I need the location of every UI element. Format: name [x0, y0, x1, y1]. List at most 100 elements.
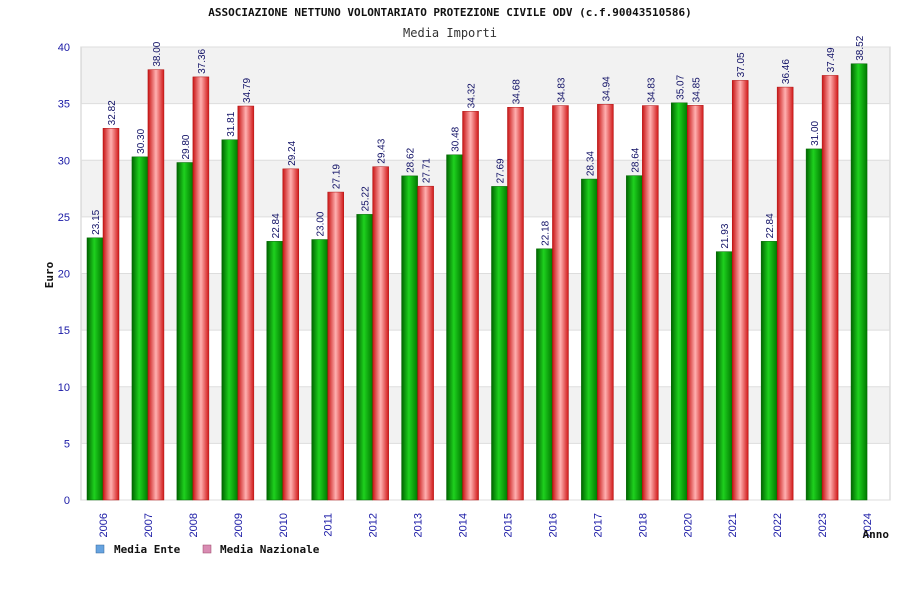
value-label-media-ente: 28.62 [406, 147, 417, 172]
plot-band [81, 330, 890, 387]
value-label-media-ente: 31.00 [810, 120, 821, 145]
value-label-media-nazionale: 34.32 [467, 83, 478, 108]
value-labels: 23.15 32.82 30.30 38.00 29.80 37.36 31.81 34.79… [91, 35, 866, 248]
plot-band [81, 386, 890, 444]
value-label-media-nazionale: 29.43 [377, 138, 388, 163]
value-label-media-ente: 28.34 [585, 151, 596, 176]
x-tick-label: 2009 [233, 513, 245, 537]
x-tick-label: 2021 [727, 513, 739, 537]
value-label-media-nazionale: 37.49 [826, 47, 837, 72]
y-tick-label: 30 [58, 155, 70, 167]
bar-media-nazionale [552, 105, 569, 501]
value-label-media-nazionale: 37.05 [736, 52, 747, 77]
y-tick-label: 25 [58, 212, 70, 224]
y-tick-label: 40 [58, 42, 70, 54]
bar-media-ente [86, 237, 104, 501]
bar-media-ente [356, 214, 373, 501]
bar-media-ente [626, 175, 643, 501]
value-label-media-nazionale: 36.46 [781, 59, 792, 84]
bar-media-nazionale [821, 75, 839, 501]
value-label-media-ente: 38.52 [855, 35, 866, 60]
x-tick-label: 2007 [143, 513, 155, 537]
value-label-media-ente: 27.69 [496, 158, 507, 183]
y-tick-label: 15 [58, 325, 70, 337]
bar-media-nazionale [597, 104, 614, 501]
bar-media-nazionale [507, 106, 524, 501]
value-label-media-ente: 22.84 [765, 213, 776, 238]
value-label-media-nazionale: 34.94 [601, 76, 612, 101]
value-label-media-ente: 29.80 [181, 134, 192, 159]
value-label-media-nazionale: 34.85 [691, 77, 702, 102]
grid-lines [81, 46, 890, 501]
x-tick-label: 2022 [772, 513, 784, 537]
bar-media-ente [131, 156, 149, 501]
value-label-media-nazionale: 34.83 [556, 77, 567, 102]
value-label-media-nazionale: 38.00 [152, 41, 163, 66]
bar-media-ente [536, 248, 553, 501]
value-label-media-ente: 35.07 [675, 74, 686, 99]
value-label-media-ente: 30.48 [451, 126, 462, 151]
bar-media-ente [491, 186, 508, 501]
bar-media-ente [446, 154, 463, 501]
legend-label-media-ente: Media Ente [114, 543, 181, 556]
bar-media-nazionale [192, 76, 210, 501]
y-tick-label: 35 [58, 99, 70, 111]
x-tick-label: 2010 [278, 513, 290, 537]
plot-band [81, 160, 890, 217]
value-label-media-nazionale: 37.36 [197, 48, 208, 73]
chart-title: ASSOCIAZIONE NETTUNO VOLONTARIATO PROTEZ… [208, 6, 691, 19]
bar-media-ente [221, 139, 239, 501]
bar-media-ente [311, 239, 328, 501]
bar-media-nazionale [776, 86, 794, 501]
value-label-media-nazionale: 27.19 [332, 164, 343, 189]
value-label-media-nazionale: 34.68 [512, 79, 523, 104]
bar-media-nazionale [372, 166, 389, 501]
bar-media-ente [176, 162, 194, 501]
bar-media-ente [401, 175, 418, 501]
legend-label-media-nazionale: Media Nazionale [220, 543, 320, 556]
bar-media-ente [715, 251, 733, 501]
x-tick-label: 2017 [592, 513, 604, 537]
value-label-media-nazionale: 29.24 [287, 140, 298, 165]
bar-media-ente [266, 241, 284, 501]
x-axis-label: Anno [863, 528, 890, 541]
bar-media-nazionale [282, 168, 300, 501]
x-tick-label: 2015 [503, 513, 515, 537]
bar-media-ente [850, 63, 868, 501]
bars [86, 63, 868, 501]
x-tick-label: 2011 [323, 513, 335, 537]
plot-background [80, 46, 891, 501]
plot-band [81, 47, 890, 104]
bar-media-ente [671, 102, 688, 501]
x-tick-label: 2020 [682, 513, 694, 537]
y-tick-label: 10 [58, 382, 70, 394]
x-tick-label: 2018 [637, 513, 649, 537]
bar-media-nazionale [462, 111, 479, 501]
value-label-media-nazionale: 27.71 [422, 158, 433, 183]
bar-media-nazionale [417, 185, 434, 501]
x-tick-label: 2023 [817, 513, 829, 537]
x-tick-label: 2008 [188, 513, 200, 537]
bar-media-nazionale [327, 191, 344, 501]
bar-media-nazionale [147, 69, 165, 501]
value-label-media-nazionale: 34.79 [242, 78, 253, 103]
y-tick-label: 0 [64, 495, 70, 507]
value-label-media-ente: 25.22 [361, 186, 372, 211]
value-label-media-ente: 30.30 [136, 128, 147, 153]
x-tick-label: 2012 [368, 513, 380, 537]
x-tick-label: 2016 [547, 513, 559, 537]
x-tick-label: 2006 [98, 513, 110, 537]
value-label-media-ente: 22.84 [271, 213, 282, 238]
bar-media-nazionale [731, 80, 749, 501]
value-label-media-ente: 22.18 [540, 220, 551, 245]
value-label-media-nazionale: 34.83 [646, 77, 657, 102]
y-axis-ticks: 0 5 10 15 20 25 30 35 40 [58, 42, 70, 507]
bar-media-ente [581, 178, 598, 501]
bar-media-ente [760, 241, 778, 501]
x-axis-ticks: 2006 2007 2008 2009 2010 2011 2012 2013 2014 2015… [98, 513, 874, 537]
x-tick-label: 2014 [458, 513, 470, 537]
value-label-media-ente: 31.81 [226, 111, 237, 136]
bar-media-nazionale [102, 128, 120, 501]
x-tick-label: 2024 [862, 513, 874, 537]
legend-swatch-media-ente [95, 544, 105, 554]
